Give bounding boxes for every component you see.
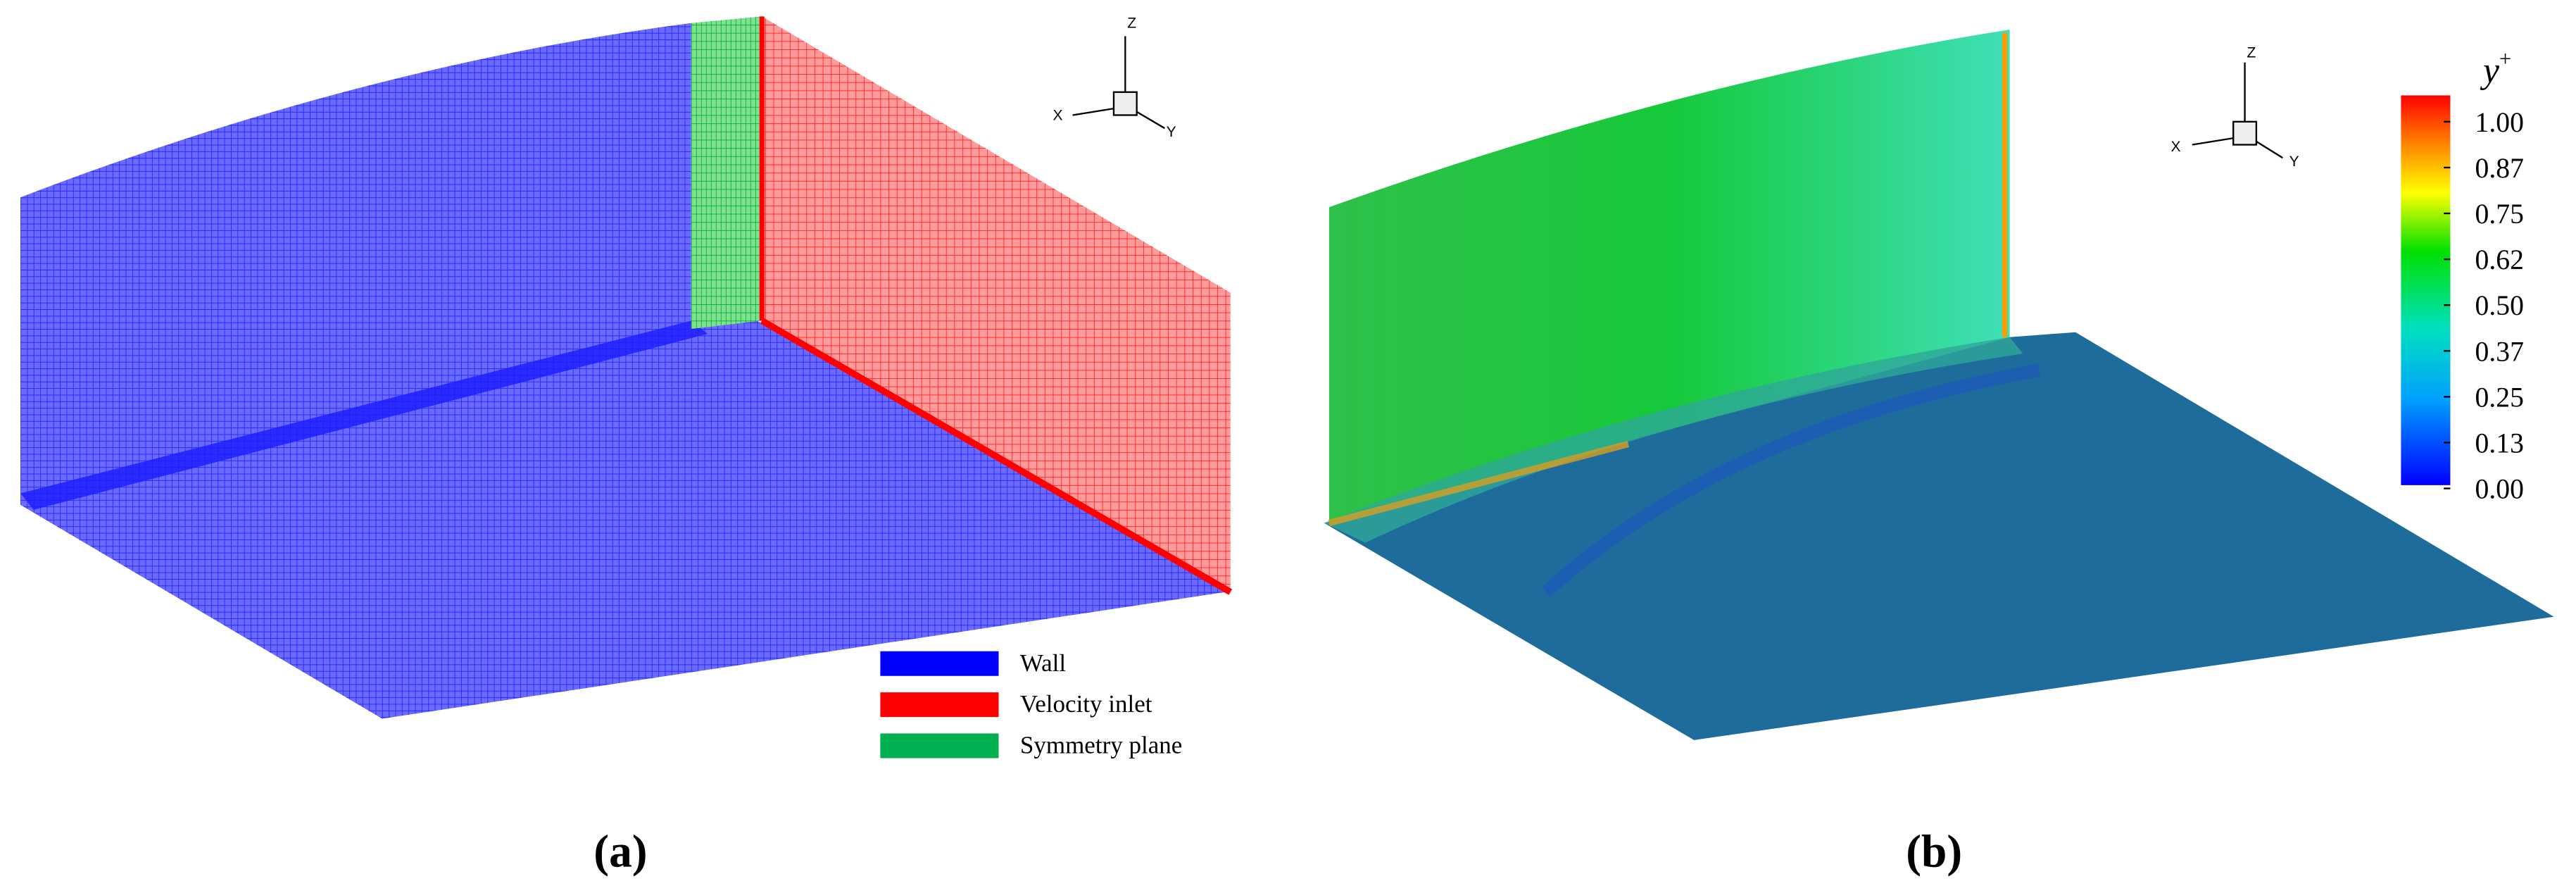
colorbar-tick-label: 0.25	[2475, 382, 2523, 413]
legend-swatch	[880, 692, 999, 718]
triad-y: Y	[1167, 124, 1176, 140]
colorbar-tick-label: 0.13	[2475, 427, 2523, 458]
mesh-view	[20, 16, 1233, 719]
panel-label: (a)	[593, 827, 647, 878]
legend-swatch	[880, 733, 999, 758]
triad-z: Z	[2247, 45, 2256, 61]
colorbar-tick-label: 1.00	[2475, 107, 2523, 138]
triad-z: Z	[1127, 15, 1136, 32]
triad-x: X	[2170, 139, 2180, 155]
colorbar-tick-label: 0.00	[2475, 474, 2523, 505]
colorbar-title: y+	[2480, 46, 2511, 90]
colorbar-tick-label: 0.75	[2475, 199, 2523, 230]
colorbar-title-main: y	[2480, 51, 2499, 91]
colorbar-title-superscript: +	[2499, 46, 2511, 70]
legend-label: Wall	[1020, 649, 1067, 677]
colorbar-tick-label: 0.37	[2475, 336, 2523, 367]
colorbar-tick-label: 0.62	[2475, 244, 2523, 275]
legend-label: Velocity inlet	[1020, 690, 1152, 718]
panel-label: (b)	[1906, 827, 1962, 878]
triad-y: Y	[2289, 154, 2299, 170]
colorbar-tick-label: 0.87	[2475, 153, 2523, 184]
legend-label: Symmetry plane	[1020, 732, 1182, 759]
colorbar	[2401, 95, 2451, 485]
contour-view	[1324, 30, 2554, 740]
legend-swatch	[880, 651, 999, 676]
colorbar-tick-label: 0.50	[2475, 290, 2523, 321]
axis-triad	[1072, 36, 2283, 159]
triad-x: X	[1053, 107, 1063, 123]
